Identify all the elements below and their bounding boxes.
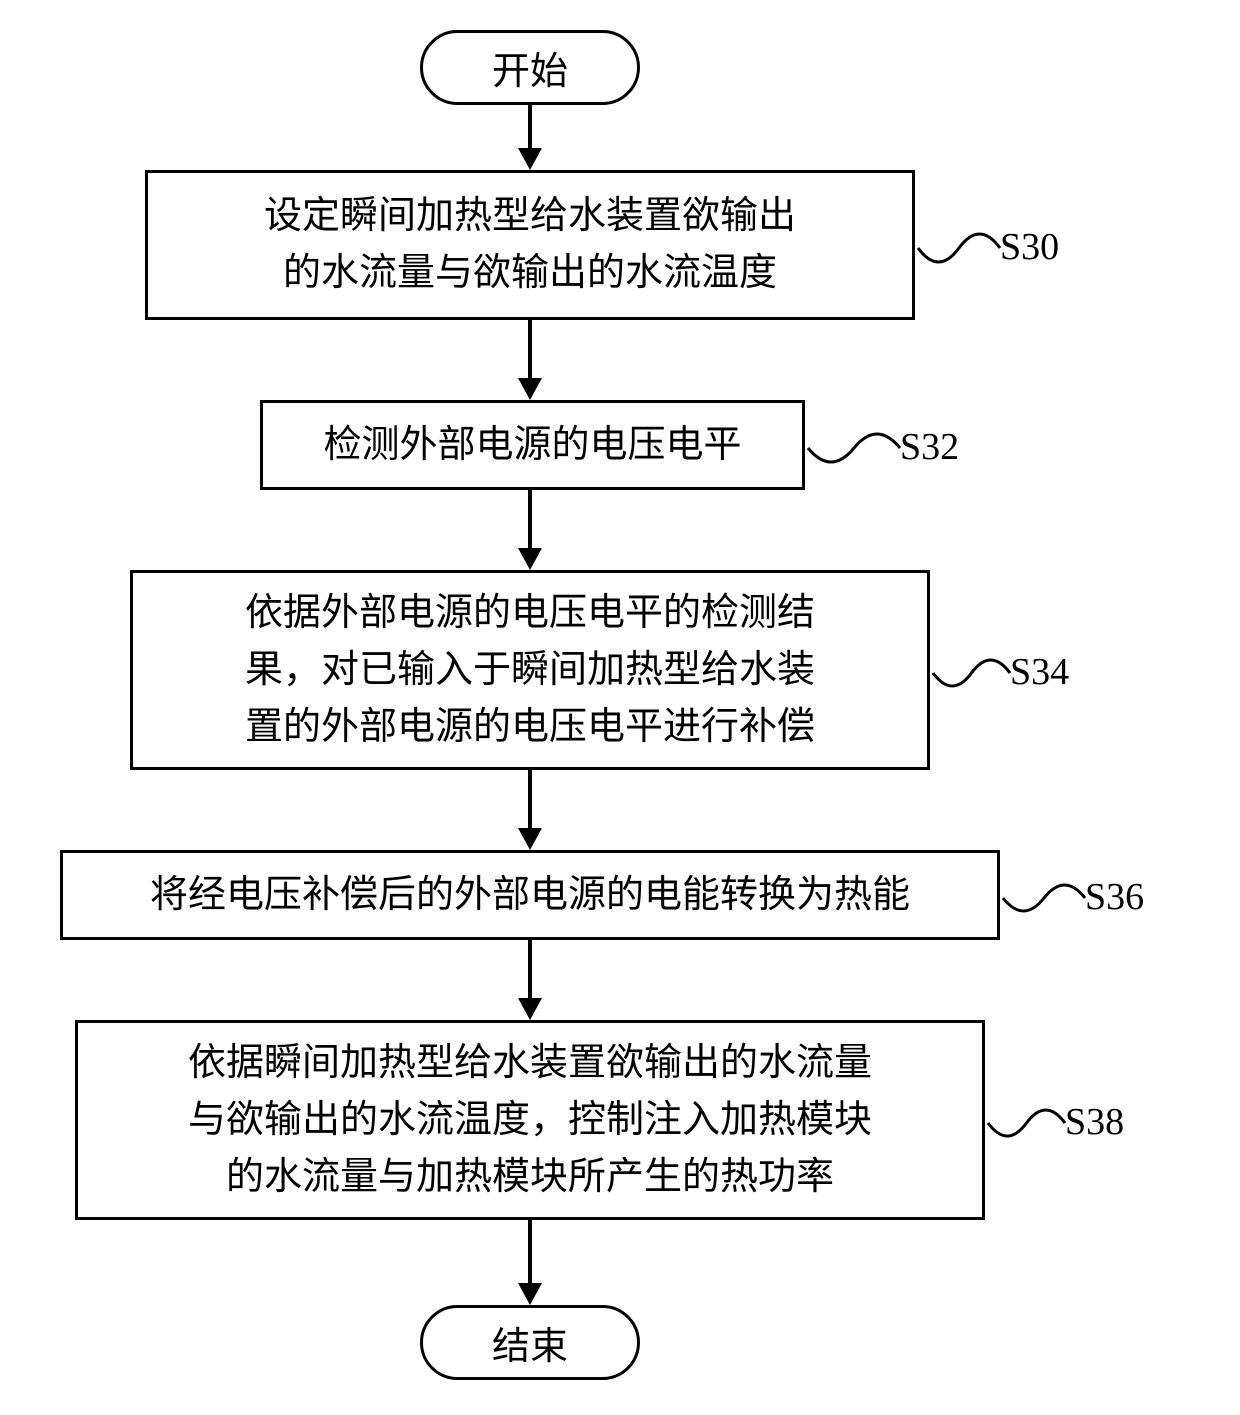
label-s34: S34 [1010, 650, 1069, 694]
label-s36: S36 [1085, 875, 1144, 919]
label-s32: S32 [900, 425, 959, 469]
s32-text: 检测外部电源的电压电平 [323, 417, 741, 474]
process-s38: 依据瞬间加热型给水装置欲输出的水流量与欲输出的水流温度，控制注入加热模块的水流量… [75, 1020, 985, 1220]
arrow-line [528, 940, 532, 1000]
label-s30: S30 [1000, 225, 1059, 269]
start-node: 开始 [420, 30, 640, 105]
arrow-head-icon [518, 548, 542, 570]
s38-text: 依据瞬间加热型给水装置欲输出的水流量与欲输出的水流温度，控制注入加热模块的水流量… [188, 1035, 872, 1206]
s34-text: 依据外部电源的电压电平的检测结果，对已输入于瞬间加热型给水装置的外部电源的电压电… [245, 585, 815, 756]
process-s34: 依据外部电源的电压电平的检测结果，对已输入于瞬间加热型给水装置的外部电源的电压电… [130, 570, 930, 770]
process-s30: 设定瞬间加热型给水装置欲输出的水流量与欲输出的水流温度 [145, 170, 915, 320]
connector-curve [1003, 885, 1085, 911]
arrow-head-icon [518, 148, 542, 170]
process-s32: 检测外部电源的电压电平 [260, 400, 805, 490]
end-text: 结束 [492, 1315, 568, 1370]
end-node: 结束 [420, 1305, 640, 1380]
arrow-head-icon [518, 998, 542, 1020]
arrow-line [528, 490, 532, 550]
arrow-line [528, 770, 532, 830]
connector-curve [808, 434, 900, 462]
start-text: 开始 [492, 40, 568, 95]
arrow-head-icon [518, 1283, 542, 1305]
connector-curve [918, 234, 1000, 262]
process-s36: 将经电压补偿后的外部电源的电能转换为热能 [60, 850, 1000, 940]
arrow-line [528, 105, 532, 150]
connector-curve [933, 660, 1010, 686]
s30-text: 设定瞬间加热型给水装置欲输出的水流量与欲输出的水流温度 [264, 188, 796, 302]
arrow-head-icon [518, 828, 542, 850]
arrow-head-icon [518, 378, 542, 400]
connector-curve [988, 1110, 1065, 1136]
label-s38: S38 [1065, 1100, 1124, 1144]
flowchart-canvas: 开始 设定瞬间加热型给水装置欲输出的水流量与欲输出的水流温度 检测外部电源的电压… [0, 0, 1240, 1415]
arrow-line [528, 1220, 532, 1285]
arrow-line [528, 320, 532, 380]
s36-text: 将经电压补偿后的外部电源的电能转换为热能 [150, 867, 910, 924]
